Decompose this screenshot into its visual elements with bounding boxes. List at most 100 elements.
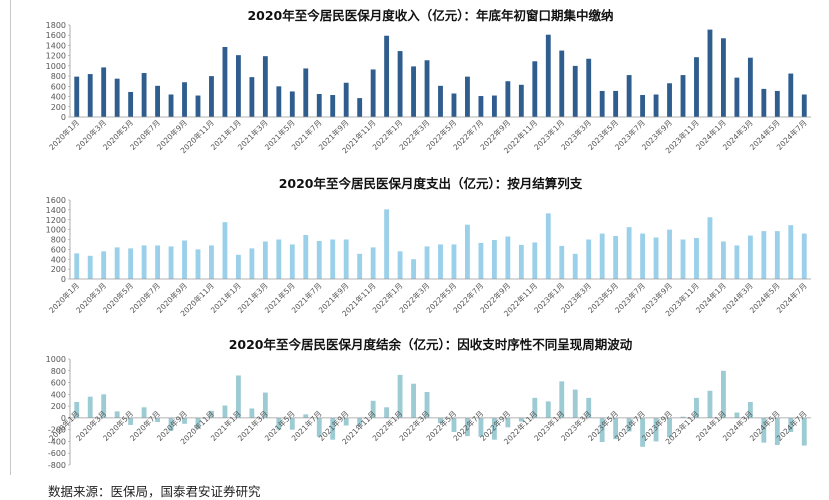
bar [343,417,349,426]
bar [505,417,511,428]
expense-chart: 2020年至今居民医保月度支出（亿元）：按月结算列支02004006008001… [46,176,811,318]
bar [572,253,578,279]
y-tick-label: 1400 [46,206,66,215]
y-tick-label: 0 [61,275,66,284]
bar [235,254,241,279]
chart-title: 2020年至今居民医保月度收入（亿元）：年底年初窗口期集中缴纳 [247,8,613,23]
y-tick-label: 1200 [46,216,66,225]
bar [87,255,93,279]
bar [653,94,659,117]
bar [788,73,794,117]
y-tick-label: 400 [51,255,66,264]
bar [262,241,268,279]
bar [101,67,107,117]
bar [289,91,295,117]
bar [626,417,632,432]
bar [316,94,322,117]
y-tick-label: -200 [48,426,66,435]
bar [128,248,134,279]
bar [465,417,470,437]
bar [599,233,605,279]
bar [370,69,376,117]
bar [707,390,713,418]
bar [249,408,255,418]
bar [680,75,686,117]
bar [801,233,807,279]
bar [195,417,201,429]
bar [451,417,457,433]
bar [411,66,416,117]
bar [182,82,187,117]
bar [734,77,740,117]
y-tick-label: 400 [51,93,66,102]
bar [276,86,282,117]
bar [801,417,807,446]
bar [747,235,753,279]
bar [451,244,457,279]
bar [195,95,201,117]
bar [761,231,767,279]
bar [680,239,686,279]
bar [141,245,147,279]
bar [747,401,753,418]
y-tick-label: 1600 [46,196,66,205]
bar [303,235,309,279]
bar [438,244,443,279]
bar [626,75,632,117]
bar [289,417,295,430]
bar [101,394,107,418]
bar [545,34,551,117]
bar [667,83,672,117]
bar [249,77,255,117]
bar [249,248,255,279]
bar [195,249,201,279]
bar [505,81,511,117]
bar [640,95,646,117]
bar [734,412,740,418]
y-tick-label: -400 [48,437,66,446]
bar [222,46,228,117]
y-tick-label: 0 [61,113,66,122]
source-note: 数据来源：医保局，国泰君安证券研究 [48,484,261,499]
bar [572,389,578,418]
bar [478,96,484,117]
bar [451,93,457,117]
bar [209,410,214,418]
bar [316,417,322,437]
bar [128,91,134,117]
bar [559,245,565,279]
bar [370,247,376,279]
bar [424,246,430,279]
bar [235,55,241,117]
bar [182,417,187,424]
bar [168,417,174,431]
bar [74,253,80,279]
bar [330,95,336,117]
bar [599,90,605,117]
bar [586,58,592,117]
bar [155,245,160,279]
balance-chart: 2020年至今居民医保月度结余（亿元）：因收支时序性不同呈现周期波动 -800 -6… [46,337,811,470]
bar [411,259,416,279]
y-tick-label: 200 [51,265,66,274]
bar [505,236,511,279]
y-tick-label: 400 [51,390,66,399]
bar [721,370,726,418]
bar [599,417,605,443]
bar [168,246,174,279]
bar [788,225,794,279]
y-tick-label: 1000 [46,355,66,364]
bar [478,242,484,279]
bar [491,239,497,279]
bar [316,240,322,279]
y-tick-label: 1600 [46,31,66,40]
bar [572,65,578,117]
bar [586,397,592,418]
y-tick-label: 600 [51,379,66,388]
bar [491,417,497,440]
bar [235,375,241,418]
bar [653,237,659,279]
bar [424,391,430,418]
bar [209,245,214,279]
chart-title: 2020年至今居民医保月度支出（亿元）：按月结算列支 [279,176,583,191]
